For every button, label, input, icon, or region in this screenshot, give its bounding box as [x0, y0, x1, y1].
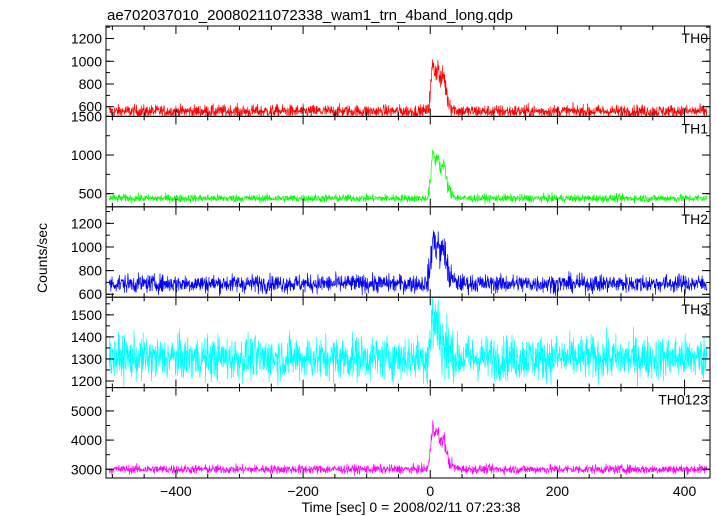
y-tick-label: 1200 [71, 373, 102, 389]
x-axis-label: Time [sec] 0 = 2008/02/11 07:23:38 [301, 499, 520, 515]
x-tick-label: 0 [426, 483, 434, 499]
panel-label: TH1 [682, 120, 709, 136]
series-th1 [108, 149, 708, 205]
series-th0 [108, 59, 708, 117]
panel-frame [105, 296, 711, 389]
panel-th2: 600 800 1000 1200 TH2 [71, 206, 711, 302]
y-tick-label: 4000 [71, 432, 102, 448]
panel-label: TH2 [682, 211, 709, 227]
panel-label: TH3 [682, 301, 709, 317]
y-tick-label: 1500 [71, 307, 102, 323]
y-tick-label: 1000 [71, 239, 102, 255]
series-th2 [108, 230, 708, 297]
series-th0123 [108, 420, 708, 477]
y-tick-label: 1200 [71, 31, 102, 47]
y-tick-label: 3000 [71, 461, 102, 477]
y-tick-label: 1400 [71, 329, 102, 345]
y-axis-label: Counts/sec [34, 223, 50, 293]
panel-frame [105, 387, 711, 479]
x-tick-label: 200 [546, 483, 570, 499]
y-tick-label: 1500 [71, 108, 102, 124]
panel-th3: 1200 1300 1400 1500 TH3 [71, 296, 711, 389]
y-tick-label: 1000 [71, 147, 102, 163]
y-tick-label: 800 [79, 76, 103, 92]
series-th3 [108, 298, 708, 388]
x-tick-label: −400 [160, 483, 192, 499]
y-tick-label: 600 [79, 99, 103, 115]
x-tick-label: 400 [673, 483, 697, 499]
x-tick-labels: −400 −200 0 200 400 [160, 483, 696, 499]
panel-label: TH0 [682, 30, 709, 46]
panel-th0: 600 800 1000 1200 TH0 [71, 25, 711, 117]
x-tick-label: −200 [287, 483, 319, 499]
y-tick-label: 5000 [71, 403, 102, 419]
y-tick-label: 1200 [71, 215, 102, 231]
chart-title: ae702037010_20080211072338_wam1_trn_4ban… [107, 7, 513, 24]
panel-th0123: 3000 4000 5000 TH0123 [71, 387, 711, 479]
panel-label: TH0123 [658, 392, 708, 408]
y-tick-label: 1000 [71, 53, 102, 69]
y-tick-label: 500 [79, 186, 103, 202]
panel-th1: 500 1000 1500 TH1 [71, 108, 711, 208]
y-tick-label: 600 [79, 286, 103, 302]
panels: 600 800 1000 1200 TH0 500 1000 1500 TH1 600 800 100… [71, 25, 711, 479]
y-tick-label: 800 [79, 263, 103, 279]
y-tick-label: 1300 [71, 351, 102, 367]
panel-frame [105, 25, 711, 117]
